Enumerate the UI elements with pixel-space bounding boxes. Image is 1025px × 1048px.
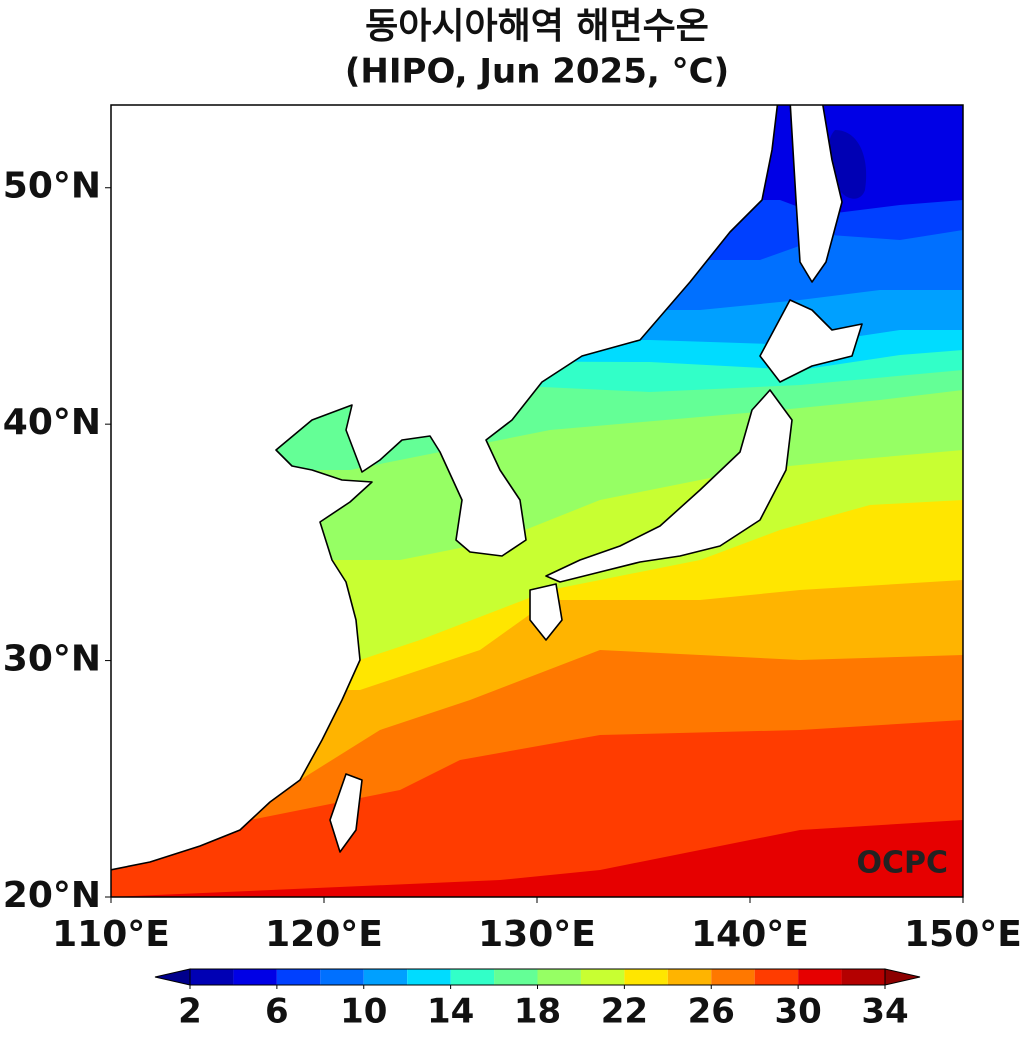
colorbar-box <box>494 969 538 985</box>
colorbar-box <box>580 969 625 985</box>
lon-tick-label: 130°E <box>478 914 596 955</box>
colorbar-box <box>841 969 885 985</box>
kyushu <box>529 583 563 641</box>
lat-tick-label: 20°N <box>3 875 101 916</box>
lat-tick-label: 30°N <box>3 639 101 680</box>
colorbar-box <box>407 969 451 985</box>
taiwan <box>329 773 363 853</box>
colorbar-box <box>754 969 799 985</box>
colorbar-tick-label: 30 <box>774 992 821 1032</box>
colorbar-tick-label: 14 <box>427 992 474 1032</box>
colorbar-box <box>233 969 277 985</box>
colorbar-extend-high <box>884 968 921 986</box>
colorbar-box <box>667 969 712 985</box>
colorbar-extend-low <box>154 968 191 986</box>
lon-tick-label: 120°E <box>265 914 383 955</box>
lat-tick-label: 50°N <box>3 166 101 207</box>
honshu <box>545 389 793 583</box>
colorbar-box <box>320 969 364 985</box>
lat-tick-label: 40°N <box>3 402 101 443</box>
sst-band <box>111 820 963 897</box>
credit: OCPC <box>856 846 948 881</box>
mainland <box>111 105 779 871</box>
colorbar-box <box>624 969 668 985</box>
colorbar-box <box>450 969 495 985</box>
lon-tick-label: 110°E <box>52 914 170 955</box>
colorbar-tick-label: 34 <box>861 992 908 1032</box>
colorbar-tick-label: 10 <box>340 992 387 1032</box>
colorbar-box <box>711 969 755 985</box>
colorbar-tick-label: 2 <box>178 992 202 1032</box>
hokkaido <box>759 299 863 383</box>
lon-tick-label: 150°E <box>904 914 1022 955</box>
colorbar-box <box>537 969 581 985</box>
axes: 110°E 120°E 130°E 140°E 150°E 20°N 30°N 40°N 50°… <box>3 166 1022 955</box>
colorbar-box <box>276 969 321 985</box>
lon-tick-label: 140°E <box>691 914 809 955</box>
sst-band <box>828 130 867 199</box>
land <box>111 105 863 871</box>
colorbar-box <box>798 969 842 985</box>
sakhalin <box>789 105 843 283</box>
colorbar-tick-label: 26 <box>688 992 735 1032</box>
subtitle: (HIPO, Jun 2025, °C) <box>345 52 729 92</box>
colorbar-tick-label: 22 <box>601 992 648 1032</box>
colorbar-box <box>363 969 408 985</box>
colorbar-box <box>190 969 234 985</box>
colorbar-tick-label: 6 <box>265 992 289 1032</box>
title: 동아시아해역 해면수온 <box>365 6 709 47</box>
colorbar-tick-label: 18 <box>514 992 561 1032</box>
colorbar: 2 6 10 14 18 22 26 30 34 <box>154 968 921 1032</box>
